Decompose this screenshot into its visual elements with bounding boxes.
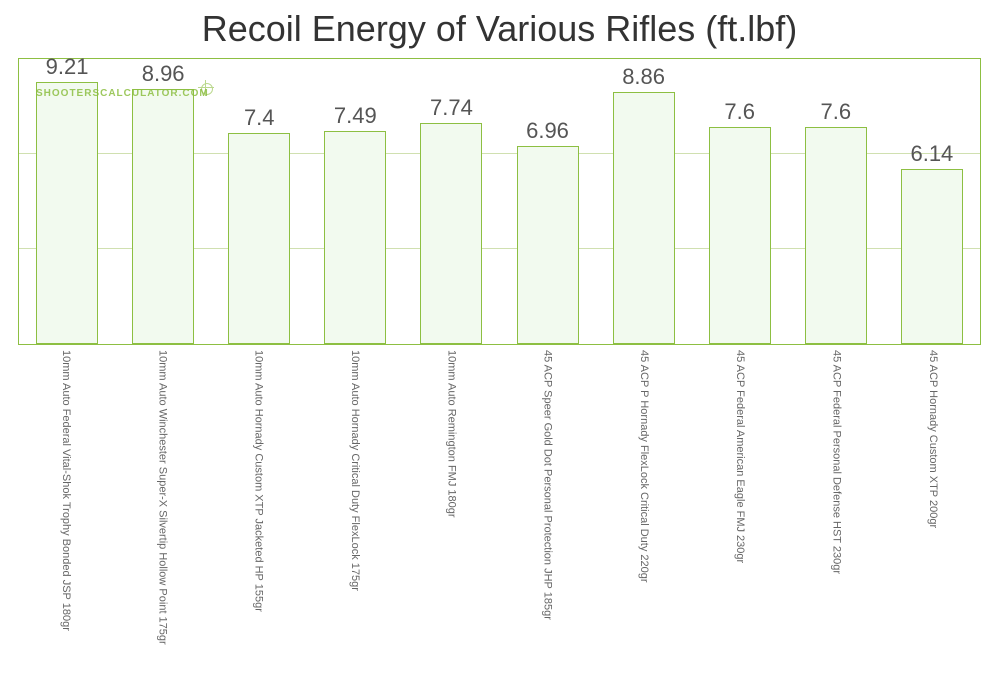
x-label-text: 10mm Auto Hornady Critical Duty FlexLock… — [349, 350, 361, 645]
bar-value-label: 7.49 — [307, 103, 403, 129]
x-label: 10mm Auto Hornady Critical Duty FlexLock… — [307, 350, 403, 645]
bar — [324, 131, 386, 344]
x-label: 10mm Auto Federal Vital-Shok Trophy Bond… — [18, 350, 114, 645]
bar-wrap: 9.21 — [19, 59, 115, 344]
bar-value-label: 8.96 — [115, 61, 211, 87]
bar-value-label: 9.21 — [19, 54, 115, 80]
bar-value-label: 7.4 — [211, 105, 307, 131]
bar — [517, 146, 579, 344]
bar-wrap: 8.86 — [596, 59, 692, 344]
bar — [901, 169, 963, 344]
bar — [709, 127, 771, 344]
x-label: 45 ACP Hornady Custom XTP 200gr — [885, 350, 981, 645]
x-label-text: 45 ACP Federal American Eagle FMJ 230gr — [734, 350, 746, 645]
bar — [613, 92, 675, 345]
bar-value-label: 6.96 — [499, 118, 595, 144]
bar-wrap: 7.49 — [307, 59, 403, 344]
bar-value-label: 7.6 — [788, 99, 884, 125]
x-label: 45 ACP Federal Personal Defense HST 230g… — [788, 350, 884, 645]
bars-container: 9.218.967.47.497.746.968.867.67.66.14 — [19, 59, 980, 344]
x-label-text: 10mm Auto Remington FMJ 180gr — [445, 350, 457, 645]
x-label-text: 10mm Auto Winchester Super-X Silvertip H… — [156, 350, 168, 645]
chart-plot-area: 9.218.967.47.497.746.968.867.67.66.14 — [18, 58, 981, 345]
x-label: 10mm Auto Remington FMJ 180gr — [403, 350, 499, 645]
bar-wrap: 7.6 — [788, 59, 884, 344]
x-label: 45 ACP P Hornady FlexLock Critical Duty … — [596, 350, 692, 645]
x-label-text: 10mm Auto Federal Vital-Shok Trophy Bond… — [60, 350, 72, 645]
x-label-text: 45 ACP P Hornady FlexLock Critical Duty … — [638, 350, 650, 645]
bar-value-label: 6.14 — [884, 141, 980, 167]
x-label: 45 ACP Federal American Eagle FMJ 230gr — [692, 350, 788, 645]
bar-wrap: 6.14 — [884, 59, 980, 344]
bar-wrap: 6.96 — [499, 59, 595, 344]
x-label-text: 10mm Auto Hornady Custom XTP Jacketed HP… — [253, 350, 265, 645]
bar — [132, 89, 194, 344]
x-label: 45 ACP Speer Gold Dot Personal Protectio… — [499, 350, 595, 645]
bar — [36, 82, 98, 344]
bar-wrap: 7.74 — [403, 59, 499, 344]
bar-value-label: 7.74 — [403, 95, 499, 121]
crosshair-icon — [198, 80, 214, 96]
bar-value-label: 8.86 — [596, 64, 692, 90]
bar — [420, 123, 482, 344]
x-label-text: 45 ACP Hornady Custom XTP 200gr — [927, 350, 939, 645]
x-label: 10mm Auto Winchester Super-X Silvertip H… — [114, 350, 210, 645]
chart-title: Recoil Energy of Various Rifles (ft.lbf) — [0, 0, 999, 54]
bar-value-label: 7.6 — [692, 99, 788, 125]
bar-wrap: 7.4 — [211, 59, 307, 344]
watermark-text: SHOOTERSCALCULATOR.COM — [36, 88, 209, 99]
x-axis-labels: 10mm Auto Federal Vital-Shok Trophy Bond… — [18, 350, 981, 645]
bar — [228, 133, 290, 344]
bar — [805, 127, 867, 344]
bar-wrap: 8.96 — [115, 59, 211, 344]
bar-wrap: 7.6 — [692, 59, 788, 344]
x-label: 10mm Auto Hornady Custom XTP Jacketed HP… — [211, 350, 307, 645]
x-label-text: 45 ACP Federal Personal Defense HST 230g… — [831, 350, 843, 645]
x-label-text: 45 ACP Speer Gold Dot Personal Protectio… — [542, 350, 554, 645]
